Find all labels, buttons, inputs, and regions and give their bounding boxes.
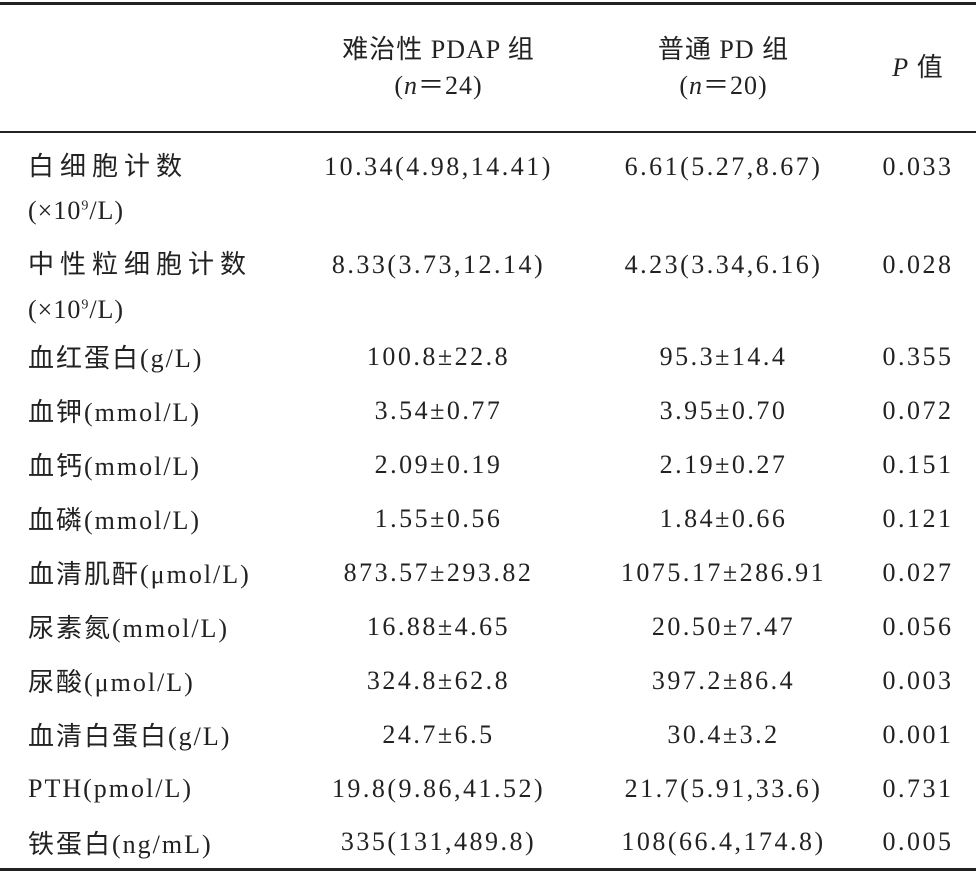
- table-row: 血红蛋白(g/L) 100.8±22.8 95.3±14.4 0.355: [0, 330, 976, 384]
- data-cell: 0.001: [882, 719, 954, 749]
- table-row: 血钾(mmol/L) 3.54±0.77 3.95±0.70 0.072: [0, 384, 976, 438]
- header-text: 值: [909, 52, 944, 82]
- header-sub: ＝24): [418, 70, 483, 100]
- table-row: 白细胞计数 (×109/L) 10.34(4.98,14.41) 6.61(5.27,…: [0, 132, 976, 232]
- data-cell: 0.003: [882, 665, 954, 695]
- data-cell: 8.33(3.73,12.14): [331, 250, 546, 280]
- data-cell: 873.57±293.82: [343, 557, 534, 587]
- header-title: 难治性 PDAP 组: [342, 34, 535, 64]
- row-name: 血清白蛋白(g/L): [28, 722, 232, 752]
- data-cell: 10.34(4.98,14.41): [324, 151, 553, 181]
- data-cell: 0.027: [882, 557, 954, 587]
- row-label: 血清肌酐(μmol/L): [0, 546, 290, 600]
- row-label: PTH(pmol/L): [0, 762, 290, 816]
- data-cell: 19.8(9.86,41.52): [331, 773, 546, 803]
- data-cell: 4.23(3.34,6.16): [624, 250, 823, 280]
- table-head: 难治性 PDAP 组 (n＝24) 普通 PD 组 (n＝20) P 值: [0, 4, 976, 132]
- row-label: 血钾(mmol/L): [0, 384, 290, 438]
- unit-part: (×10: [28, 294, 82, 324]
- data-cell: 0.151: [882, 449, 954, 479]
- unit-part: /L): [89, 294, 125, 324]
- data-cell: 30.4±3.2: [667, 719, 780, 749]
- data-cell: 108(66.4,174.8): [621, 827, 826, 857]
- data-cell: 0.072: [882, 395, 954, 425]
- data-cell: 100.8±22.8: [366, 341, 511, 371]
- data-cell: 2.19±0.27: [659, 449, 788, 479]
- data-cell: 3.95±0.70: [659, 395, 788, 425]
- data-cell: 95.3±14.4: [659, 341, 788, 371]
- header-sub: (: [679, 70, 689, 100]
- unit-part: (×10: [28, 196, 82, 226]
- data-cell: 0.731: [882, 773, 954, 803]
- data-cell: 24.7±6.5: [382, 719, 495, 749]
- header-sub: (: [394, 70, 404, 100]
- header-sub: ＝20): [703, 70, 768, 100]
- header-title: 普通 PD 组: [657, 34, 790, 64]
- data-cell: 1.55±0.56: [374, 503, 503, 533]
- data-cell: 0.355: [882, 341, 954, 371]
- data-cell: 1.84±0.66: [659, 503, 788, 533]
- header-text: P: [892, 52, 910, 82]
- row-label: 铁蛋白(ng/mL): [0, 816, 290, 870]
- unit-part: 9: [81, 297, 90, 313]
- corner-cell: [0, 4, 290, 132]
- data-cell: 1075.17±286.91: [620, 557, 827, 587]
- table-row: 血磷(mmol/L) 1.55±0.56 1.84±0.66 0.121: [0, 492, 976, 546]
- data-cell: 21.7(5.91,33.6): [624, 773, 823, 803]
- data-cell: 3.54±0.77: [374, 395, 503, 425]
- table-row: 血清肌酐(μmol/L) 873.57±293.82 1075.17±286.91 0…: [0, 546, 976, 600]
- data-cell: 16.88±4.65: [366, 611, 511, 641]
- column-header: P 值: [860, 4, 976, 132]
- header-sub: n: [404, 70, 418, 100]
- row-unit: (×109/L): [28, 196, 124, 225]
- data-cell: 335(131,489.8): [340, 827, 537, 857]
- row-name: 铁蛋白(ng/mL): [28, 829, 213, 859]
- row-label: 尿酸(μmol/L): [0, 654, 290, 708]
- row-label: 血磷(mmol/L): [0, 492, 290, 546]
- row-name: 尿酸(μmol/L): [28, 668, 195, 698]
- table-row: PTH(pmol/L) 19.8(9.86,41.52) 21.7(5.91,33.…: [0, 762, 976, 816]
- row-name: 血磷(mmol/L): [28, 506, 202, 536]
- table-row: 铁蛋白(ng/mL) 335(131,489.8) 108(66.4,174.8) 0…: [0, 816, 976, 870]
- table-row: 尿酸(μmol/L) 324.8±62.8 397.2±86.4 0.003: [0, 654, 976, 708]
- data-cell: 324.8±62.8: [366, 665, 511, 695]
- table-body: 白细胞计数 (×109/L) 10.34(4.98,14.41) 6.61(5.27,…: [0, 132, 976, 870]
- row-label: 血红蛋白(g/L): [0, 330, 290, 384]
- data-cell: 6.61(5.27,8.67): [624, 151, 823, 181]
- header-row: 难治性 PDAP 组 (n＝24) 普通 PD 组 (n＝20) P 值: [0, 4, 976, 132]
- data-cell: 0.005: [882, 827, 954, 857]
- row-name: 血钙(mmol/L): [28, 452, 202, 482]
- row-name: 白细胞计数: [28, 151, 189, 181]
- table-row: 血清白蛋白(g/L) 24.7±6.5 30.4±3.2 0.001: [0, 708, 976, 762]
- row-unit: (×109/L): [28, 295, 124, 324]
- row-name: 血钾(mmol/L): [28, 398, 202, 428]
- row-label: 血清白蛋白(g/L): [0, 708, 290, 762]
- row-name: 尿素氮(mmol/L): [28, 614, 230, 644]
- row-name: 中性粒细胞计数: [28, 250, 253, 280]
- row-name: 血清肌酐(μmol/L): [28, 560, 251, 590]
- row-label: 血钙(mmol/L): [0, 438, 290, 492]
- unit-part: 9: [81, 198, 90, 214]
- column-header: 普通 PD 组 (n＝20): [587, 4, 860, 132]
- row-name: 血红蛋白(g/L): [28, 344, 204, 374]
- data-cell: 0.028: [882, 250, 954, 280]
- table-row: 血钙(mmol/L) 2.09±0.19 2.19±0.27 0.151: [0, 438, 976, 492]
- unit-part: /L): [89, 196, 125, 226]
- data-cell: 397.2±86.4: [651, 665, 796, 695]
- data-cell: 2.09±0.19: [374, 449, 503, 479]
- row-label: 白细胞计数 (×109/L): [0, 132, 290, 232]
- header-sub: n: [689, 70, 703, 100]
- data-cell: 0.033: [882, 151, 954, 181]
- data-cell: 20.50±7.47: [651, 611, 796, 641]
- row-label: 尿素氮(mmol/L): [0, 600, 290, 654]
- column-header: 难治性 PDAP 组 (n＝24): [290, 4, 587, 132]
- table-row: 尿素氮(mmol/L) 16.88±4.65 20.50±7.47 0.056: [0, 600, 976, 654]
- row-label: 中性粒细胞计数 (×109/L): [0, 231, 290, 330]
- table-row: 中性粒细胞计数 (×109/L) 8.33(3.73,12.14) 4.23(3.34…: [0, 231, 976, 330]
- data-cell: 0.121: [882, 503, 954, 533]
- data-cell: 0.056: [882, 611, 954, 641]
- row-name: PTH(pmol/L): [28, 773, 193, 803]
